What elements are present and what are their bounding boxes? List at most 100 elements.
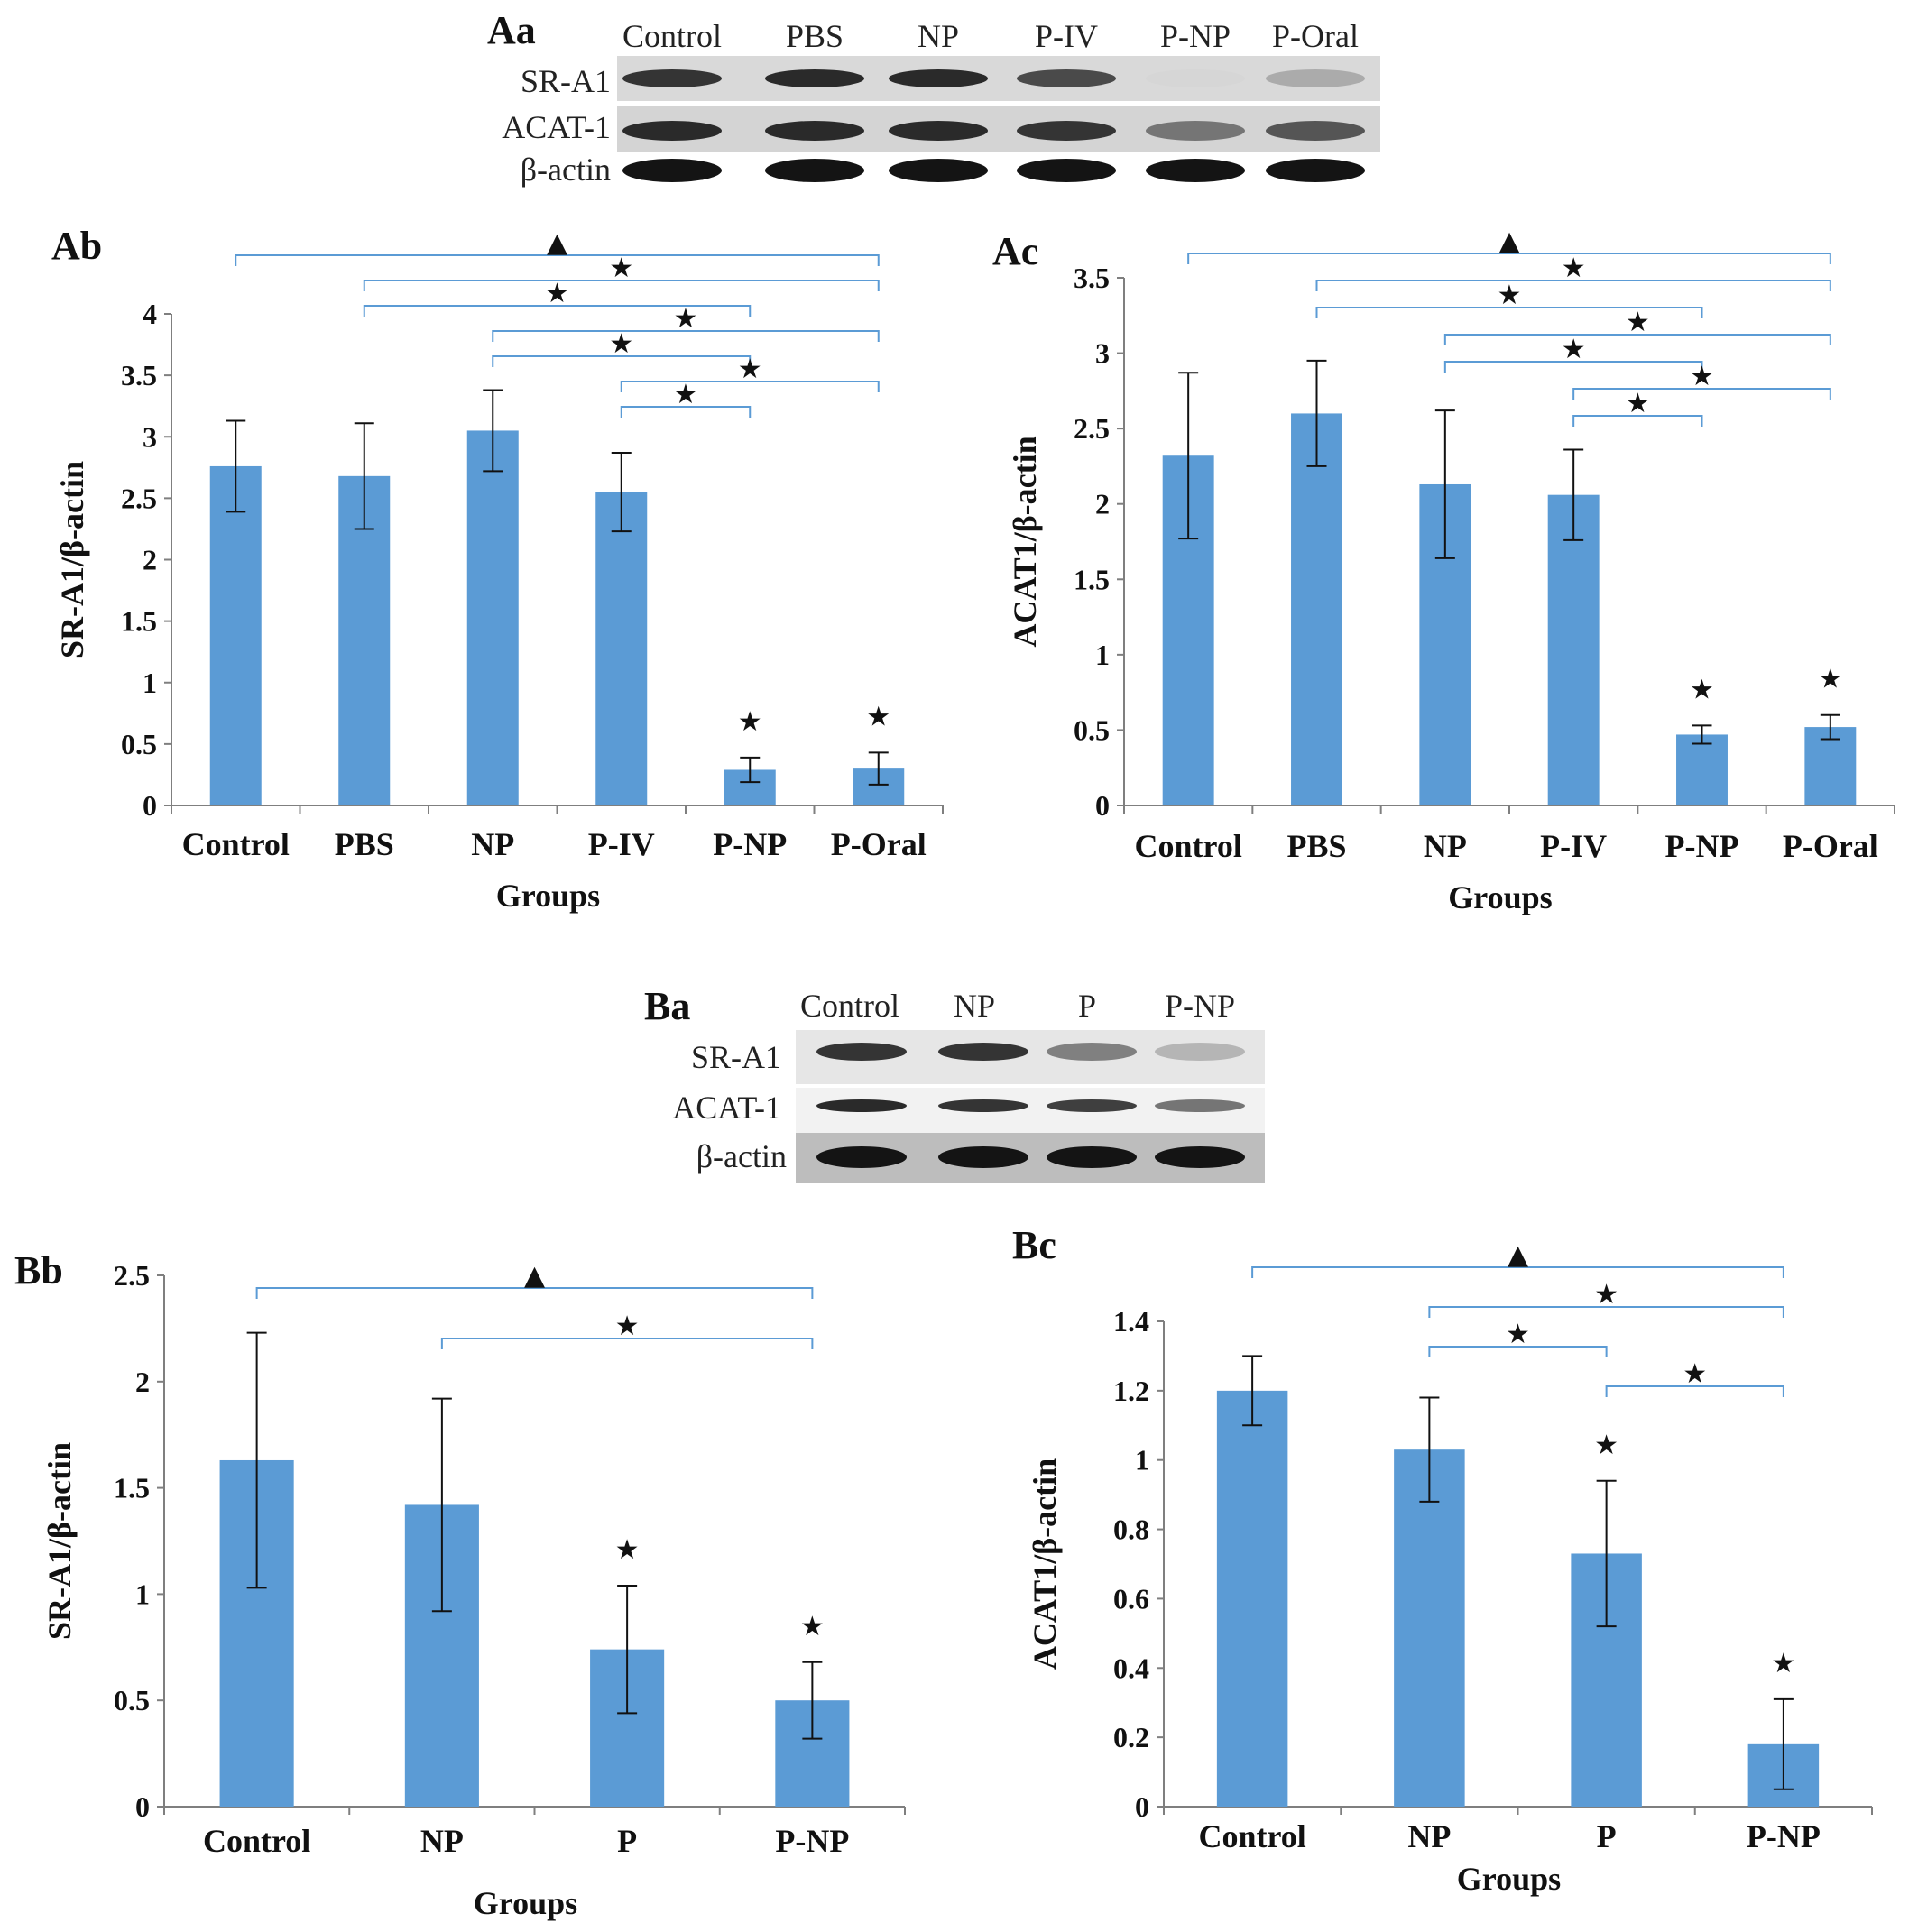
comparison-bracket	[255, 1287, 814, 1299]
category-label: NP	[420, 1823, 464, 1859]
blot-band	[1146, 69, 1245, 87]
y-tick-label: 1	[143, 667, 157, 699]
chart-ac: Ac 0 0.5 1 1.5 2 2.5 3 3.5 Control PBS NP P-IV ★ P-NP ★…	[992, 225, 1895, 915]
y-tick-label: 2.5	[1074, 412, 1110, 445]
chart-bb: Bb 0 0.5 1 1.5 2 2.5 Control NP ★ P ★ P-NP SR-A1/β-ac…	[14, 1248, 906, 1921]
significance-triangle-icon: ▲	[1498, 225, 1519, 257]
blot-band	[1047, 1043, 1137, 1061]
category-label: NP	[471, 826, 514, 862]
comparison-bracket	[363, 280, 880, 291]
significance-triangle-icon: ▲	[524, 1260, 545, 1292]
bar-control	[209, 465, 262, 805]
comparison-bracket	[363, 305, 752, 317]
blot-band	[1017, 121, 1116, 141]
blot-band	[1155, 1146, 1245, 1168]
y-tick-label: 0.5	[121, 728, 157, 760]
category-label: P-IV	[1540, 828, 1607, 864]
blot-aa-row-label: β-actin	[521, 152, 611, 188]
significance-star-icon: ★	[1818, 664, 1842, 695]
significance-star-icon: ★	[609, 328, 633, 360]
significance-star-icon: ★	[1690, 361, 1714, 392]
blot-band	[1047, 1146, 1137, 1168]
y-tick-label: 1	[135, 1578, 150, 1610]
significance-star-icon: ★	[1562, 253, 1586, 284]
comparison-bracket	[1605, 1385, 1784, 1397]
comparison-bracket	[1572, 415, 1703, 427]
blot-band	[1146, 159, 1245, 182]
y-tick-label: 1	[1135, 1444, 1149, 1477]
significance-star-icon: ★	[1683, 1358, 1707, 1390]
blot-aa-lane-label: P-Oral	[1272, 18, 1359, 54]
significance-triangle-icon: ▲	[1508, 1239, 1528, 1271]
significance-star-icon: ★	[738, 706, 762, 738]
y-tick-label: 0.2	[1113, 1721, 1149, 1753]
significance-star-icon: ★	[615, 1311, 640, 1342]
category-label: P-IV	[588, 826, 655, 862]
comparison-bracket	[1187, 253, 1831, 264]
blot-band	[938, 1099, 1028, 1112]
category-label: Control	[203, 1823, 310, 1859]
blot-band	[1266, 121, 1365, 141]
significance-star-icon: ★	[1498, 280, 1522, 311]
y-tick-label: 2	[135, 1366, 150, 1398]
y-tick-label: 1.4	[1113, 1305, 1149, 1338]
y-tick-label: 0	[135, 1790, 150, 1823]
panel-label: Bc	[1012, 1223, 1056, 1267]
blot-ba-lane-label: NP	[954, 988, 995, 1024]
blot-aa-lane-label: PBS	[786, 18, 844, 54]
blot-aa-bands	[622, 69, 1365, 182]
y-axis-title: SR-A1/β-actin	[54, 461, 90, 658]
blot-ba: Ba Control NP P P-NP SR-A1 ACAT-1 β-acti…	[644, 984, 1265, 1183]
blot-ba-bands	[816, 1043, 1245, 1168]
x-axis-title: Groups	[474, 1885, 577, 1921]
significance-star-icon: ★	[674, 303, 698, 335]
bar-p-iv	[1547, 494, 1600, 805]
category-label: P	[1597, 1818, 1617, 1854]
y-tick-label: 0.5	[114, 1684, 150, 1716]
significance-star-icon: ★	[545, 278, 569, 309]
category-label: P-NP	[775, 1823, 849, 1859]
category-label: PBS	[1286, 828, 1346, 864]
significance-star-icon: ★	[1562, 334, 1586, 365]
blot-band	[1155, 1043, 1245, 1061]
significance-triangle-icon: ▲	[547, 227, 567, 259]
bar-p-iv	[595, 492, 648, 805]
blot-ba-panel-label: Ba	[644, 984, 690, 1028]
blot-band	[1146, 121, 1245, 141]
category-label: Control	[182, 826, 290, 862]
x-axis-title: Groups	[496, 878, 600, 914]
category-label: P-NP	[713, 826, 787, 862]
significance-star-icon: ★	[609, 253, 633, 284]
comparison-bracket	[492, 330, 880, 342]
significance-star-icon: ★	[674, 379, 698, 410]
chart-bc: Bc 0 0.2 0.4 0.6 0.8 1 1.2 1.4 Control NP ★ P ★ P-NP AC…	[1012, 1223, 1873, 1897]
y-tick-label: 1	[1095, 639, 1110, 671]
significance-star-icon: ★	[1690, 674, 1714, 705]
comparison-bracket	[1251, 1266, 1784, 1278]
category-label: P	[617, 1823, 637, 1859]
blot-band	[622, 121, 722, 141]
comparison-bracket	[1443, 334, 1831, 345]
comparison-bracket	[1572, 388, 1831, 400]
blot-aa-panel-label: Aa	[487, 8, 536, 52]
comparison-bracket	[492, 355, 752, 367]
blot-aa: Aa Control PBS NP P-IV P-NP P-Oral SR-A1…	[487, 8, 1380, 191]
comparison-bracket	[1315, 307, 1703, 318]
significance-star-icon: ★	[866, 701, 890, 732]
category-label: NP	[1407, 1818, 1451, 1854]
y-tick-label: 0	[1135, 1790, 1149, 1823]
blot-band	[816, 1099, 907, 1112]
significance-star-icon: ★	[1594, 1279, 1618, 1311]
significance-star-icon: ★	[1506, 1319, 1530, 1350]
y-axis-title: SR-A1/β-actin	[41, 1442, 78, 1640]
blot-band	[765, 121, 864, 141]
blot-aa-row-label: ACAT-1	[502, 109, 611, 145]
category-label: PBS	[335, 826, 394, 862]
blot-band	[816, 1146, 907, 1168]
y-axis-title: ACAT1/β-actin	[1007, 436, 1043, 647]
blot-band	[622, 159, 722, 182]
blot-aa-lane-label: Control	[622, 18, 722, 54]
blot-band	[1266, 159, 1365, 182]
y-tick-label: 2.5	[121, 482, 157, 514]
y-tick-label: 1.5	[1074, 563, 1110, 595]
